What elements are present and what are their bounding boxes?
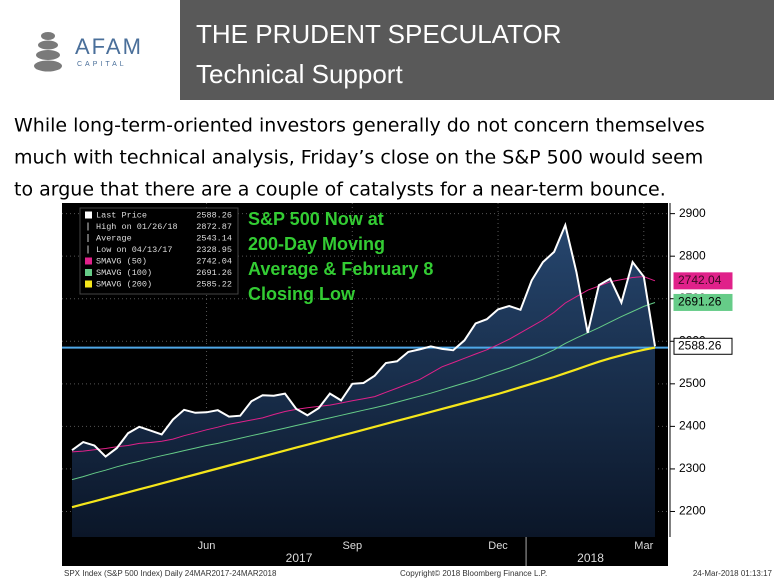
footer-text: SPX Index (S&P 500 Index) Daily 24MAR201… [64,569,277,578]
last-value-box [673,337,733,355]
x-tick-label: Sep [342,540,362,552]
y-tick-label: 2400 [679,419,706,433]
x-tick-label: Mar [634,540,653,552]
legend-label: High on 01/26/18 [96,222,178,232]
annotation: S&P 500 Now at [248,209,384,229]
legend-label: SMAVG (50) [96,256,147,266]
subtitle: Technical Support [196,59,403,89]
body-line: to argue that there are a couple of cata… [14,179,666,201]
body-line: While long-term-oriented investors gener… [14,115,705,137]
annotation: Average & February 8 [248,259,433,279]
last-value-label: 2742.04 [678,273,722,287]
legend-label: Low on 04/13/17 [96,245,173,255]
last-value-label: 2691.26 [678,295,722,309]
annotation: 200-Day Moving [248,234,385,254]
legend-label: SMAVG (200) [96,279,152,289]
legend-value: 2872.87 [196,222,232,232]
y-tick-label: 2900 [679,206,706,220]
legend-swatch [85,269,92,276]
body-line: much with technical analysis, Friday’s c… [14,147,703,169]
x-group-label: 2017 [286,551,313,565]
legend-value: 2328.95 [196,245,232,255]
axis-background [668,203,774,566]
legend-swatch [85,280,92,288]
last-value-box [673,293,733,311]
last-value-label: 2588.26 [678,338,722,352]
legend-value: 2543.14 [196,233,232,243]
y-tick-label: 2800 [679,248,706,262]
logo-sub: CAPITAL [77,61,127,68]
legend-label: SMAVG (100) [96,268,152,278]
x-tick-label: Dec [488,540,508,552]
footer-text: 24-Mar-2018 01:13:17 [693,569,773,578]
series-line [71,302,656,481]
price-area [72,225,655,537]
logo-name: AFAM [75,34,143,59]
logo-panel [0,0,180,100]
legend-value: 2691.26 [196,268,232,278]
legend-box [79,207,239,295]
series-line [71,276,656,453]
legend-swatch [85,211,92,219]
legend-value: 2588.26 [196,210,232,220]
last-value-box [673,272,733,290]
legend: Last Price 2588.26 High on 01/26/18 2872.87… [79,207,239,295]
title: THE PRUDENT SPECULATOR [196,19,562,49]
legend-value: 2585.22 [196,279,232,289]
chart: 22002300240025002600270028002900JunSepDe… [62,203,773,578]
y-tick-label: 2500 [679,376,706,390]
footer-text: Copyright© 2018 Bloomberg Finance L.P. [400,569,547,578]
annotation: Closing Low [248,284,356,304]
series-line [71,346,656,509]
legend-swatch [85,257,92,265]
y-tick-label: 2300 [679,461,706,475]
x-group-label: 2018 [577,551,604,565]
x-tick-label: Jun [198,540,216,552]
y-tick-label: 2200 [679,504,706,518]
legend-value: 2742.04 [196,256,232,266]
series-line [71,221,656,458]
legend-label: Last Price [96,210,147,220]
legend-label: Average [96,233,132,243]
logo-stones [34,32,62,72]
